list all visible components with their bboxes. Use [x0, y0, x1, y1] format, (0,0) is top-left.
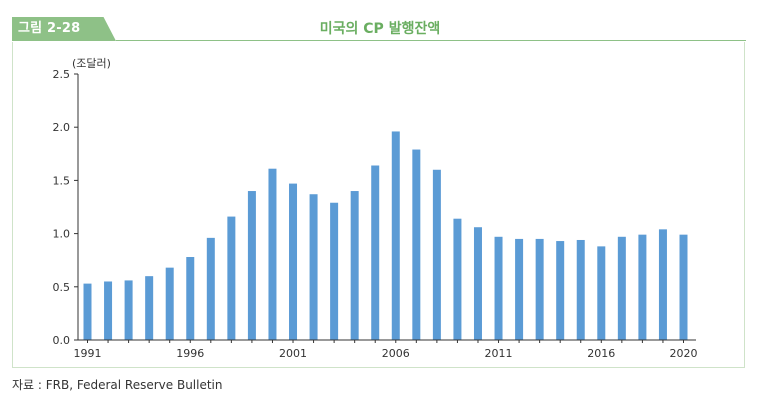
bar-1999 — [247, 191, 256, 340]
bar-1994 — [145, 276, 154, 340]
bar-1996 — [186, 257, 195, 340]
bar-2010 — [473, 227, 482, 340]
x-tick-label: 2006 — [382, 347, 410, 360]
x-tick-label: 2020 — [670, 347, 698, 360]
y-tick-label: 2.0 — [53, 121, 71, 134]
y-tick-label: 0.5 — [53, 281, 71, 294]
y-tick-label: 0.0 — [53, 334, 71, 347]
y-tick-label: 2.5 — [53, 68, 71, 81]
bar-1993 — [124, 280, 133, 340]
figure-label: 그림 2-28 — [18, 21, 81, 36]
figure-tab — [12, 17, 116, 41]
y-tick-label: 1.0 — [53, 228, 71, 241]
bar-1995 — [165, 267, 174, 340]
y-tick-label: 1.5 — [53, 174, 71, 187]
bar-2014 — [556, 241, 565, 340]
bar-2001 — [289, 183, 298, 340]
bar-2016 — [597, 246, 606, 340]
bar-2003 — [330, 202, 339, 340]
chart-title: 미국의 CP 발행잔액 — [319, 21, 441, 37]
x-tick-label: 2016 — [587, 347, 615, 360]
bar-2015 — [576, 239, 585, 340]
x-tick-label: 2011 — [485, 347, 513, 360]
bar-2018 — [638, 234, 647, 340]
bar-1997 — [206, 237, 215, 340]
bar-2011 — [494, 236, 503, 340]
bar-2017 — [617, 236, 626, 340]
bar-2005 — [371, 165, 380, 340]
source-note: 자료 : FRB, Federal Reserve Bulletin — [12, 378, 223, 392]
bar-2002 — [309, 194, 318, 340]
chart-frame — [12, 42, 745, 368]
bar-2008 — [432, 169, 441, 340]
bar-2020 — [679, 234, 688, 340]
bar-2000 — [268, 168, 277, 340]
x-tick-label: 2001 — [279, 347, 307, 360]
bars-group — [83, 131, 688, 340]
x-tick-label: 1996 — [176, 347, 204, 360]
bar-2013 — [535, 238, 544, 340]
bar-2019 — [658, 229, 667, 340]
x-tick-label: 1991 — [74, 347, 102, 360]
bar-2006 — [391, 131, 400, 340]
header-rule — [116, 40, 746, 41]
y-unit-label: (조달러) — [72, 57, 111, 70]
axes-group: 0.0 0.5 1.0 1.5 2.0 2.5 1991 1996 2001 2006 2011 20… — [53, 68, 698, 360]
bar-2004 — [350, 191, 359, 340]
bar-2009 — [453, 218, 462, 340]
bar-1998 — [227, 216, 236, 340]
bar-2007 — [412, 149, 421, 340]
bar-1991 — [83, 283, 92, 340]
bar-2012 — [515, 238, 524, 340]
bar-1992 — [104, 281, 113, 340]
